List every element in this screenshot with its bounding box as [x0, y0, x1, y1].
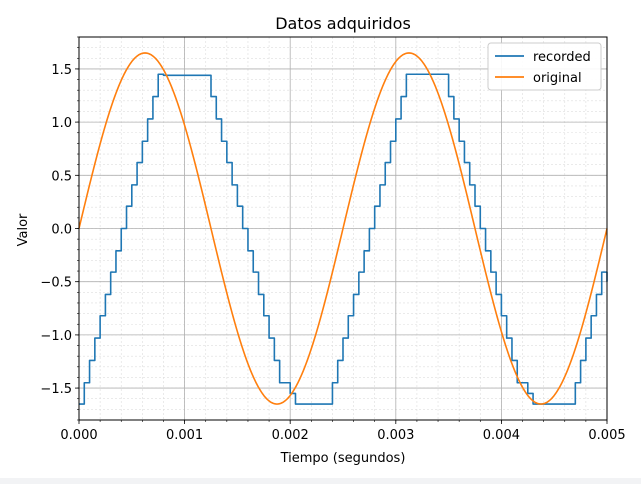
x-tick-label: 0.003: [377, 428, 414, 443]
x-tick-label: 0.002: [272, 428, 309, 443]
legend-label-recorded: recorded: [533, 50, 591, 65]
series-line-recorded: [79, 73, 608, 405]
bottom-strip: [0, 478, 641, 484]
legend-box: [487, 42, 602, 91]
x-tick-label: 0.000: [60, 428, 97, 443]
y-tick-label: 0.5: [51, 169, 72, 184]
legend-label-original: original: [533, 71, 582, 86]
y-tick-label: 1.5: [51, 63, 72, 78]
y-tick-label: 1.0: [51, 116, 72, 131]
x-tick-label: 0.005: [588, 428, 625, 443]
y-tick-label: −0.5: [40, 276, 72, 291]
x-tick-label: 0.004: [483, 428, 520, 443]
series-line-original: [78, 52, 608, 405]
y-tick-label: 0.0: [51, 223, 72, 238]
y-tick-label: −1.5: [40, 382, 72, 397]
chart-title: Datos adquiridos: [275, 14, 411, 33]
x-tick-label: 0.001: [166, 428, 203, 443]
y-axis-label: Valor: [16, 213, 31, 246]
y-tick-label: −1.0: [40, 329, 72, 344]
x-axis-label: Tiempo (segundos): [280, 451, 406, 466]
